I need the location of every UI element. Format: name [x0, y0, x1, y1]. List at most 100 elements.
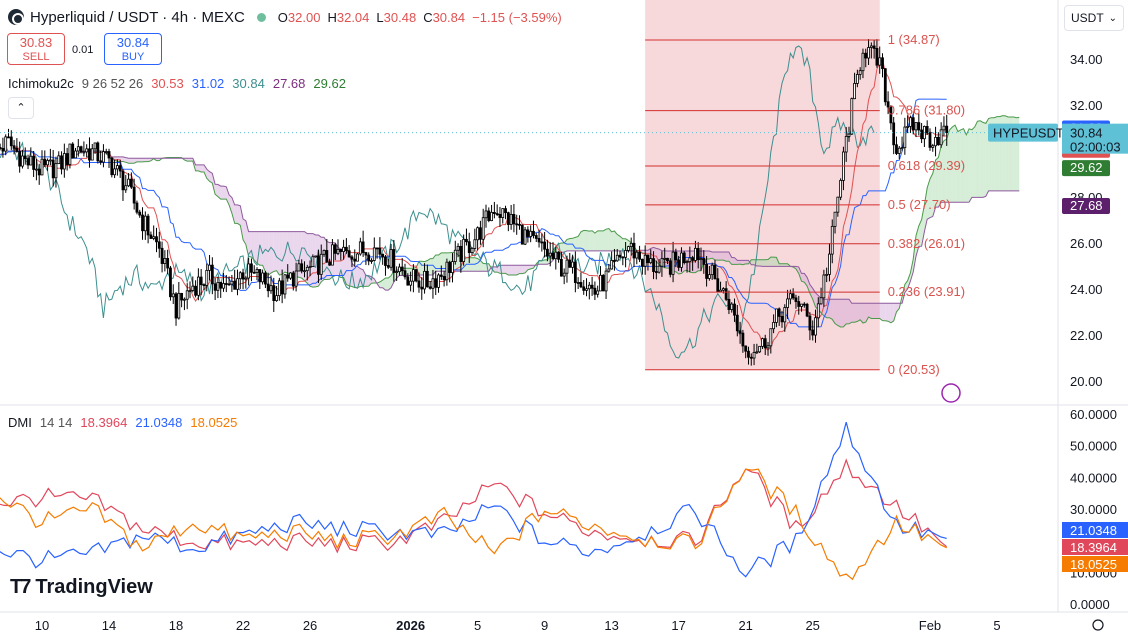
candle-body: [802, 303, 806, 306]
candle-body: [423, 270, 426, 290]
ichimoku-cloud-segment: [279, 231, 283, 275]
candle-body: [705, 263, 708, 279]
candle-body: [210, 264, 214, 285]
ichimoku-cloud-segment: [603, 229, 607, 251]
currency-selector[interactable]: USDT ⌄: [1064, 5, 1124, 31]
ichimoku-cloud-segment: [427, 258, 431, 276]
ichimoku-cloud-segment: [731, 257, 735, 265]
dmi-axis-badge-text: 21.0348: [1070, 523, 1117, 538]
ichimoku-cloud-segment: [871, 303, 875, 319]
fib-level-label: 0.5 (27.70): [888, 197, 951, 212]
candle-body: [936, 136, 940, 146]
candle-body: [294, 270, 298, 287]
candle-body: [660, 258, 664, 267]
exchange-logo-icon: [8, 9, 24, 25]
candle-body: [699, 258, 703, 261]
ichimoku-span-b-line: [63, 150, 1020, 304]
candle-body: [875, 48, 879, 66]
candle-body: [7, 136, 10, 139]
ichimoku-cloud-segment: [860, 303, 863, 324]
ichimoku-cloud-segment: [762, 259, 766, 267]
candle-body: [615, 254, 619, 262]
candle-body: [157, 241, 161, 249]
ichimoku-cloud-segment: [125, 157, 129, 164]
ichimoku-cloud-segment: [142, 158, 146, 162]
candle-body: [816, 303, 820, 319]
candle-body: [763, 338, 767, 349]
ichimoku-cloud-segment: [516, 265, 520, 275]
ohlc-key: C: [423, 9, 433, 25]
candle-body: [275, 295, 278, 302]
candle-body: [191, 285, 195, 291]
collapse-indicators-button[interactable]: ⌃: [8, 97, 34, 119]
sell-button[interactable]: 30.83 SELL: [7, 33, 65, 65]
ichimoku-cloud-segment: [117, 156, 121, 162]
ichimoku-cloud-segment: [714, 252, 718, 261]
ichimoku-cloud-segment: [932, 159, 936, 217]
ichimoku-cloud-segment: [217, 184, 221, 200]
candle-body: [18, 151, 22, 167]
ichimoku-cloud-segment: [229, 194, 232, 214]
candle-body: [540, 241, 544, 244]
candle-body: [71, 143, 75, 159]
candle-body: [828, 253, 831, 275]
ichimoku-cloud-segment: [893, 303, 897, 321]
dmi-legend[interactable]: DMI 14 14 18.3964 21.0348 18.0525: [8, 415, 237, 430]
candle-body: [411, 269, 415, 282]
candle-body: [775, 308, 778, 323]
candle-body: [213, 283, 217, 291]
candle-body: [138, 211, 142, 216]
fib-level-label: 0.618 (29.39): [888, 158, 965, 173]
ichimoku-cloud-segment: [980, 120, 984, 198]
ichimoku-cloud-segment: [206, 169, 210, 182]
candle-body: [258, 269, 262, 283]
symbol-title[interactable]: Hyperliquid / USDT · 4h · MEXC: [30, 8, 245, 26]
candle-body: [925, 126, 929, 134]
ichimoku-cloud-segment: [868, 303, 872, 319]
ichimoku-value: 27.68: [272, 76, 306, 91]
candle-body: [696, 247, 700, 261]
candle-body: [314, 255, 318, 258]
ichimoku-cloud-segment: [187, 158, 190, 162]
last-price-badge: [1062, 123, 1128, 154]
candle-body: [532, 230, 535, 236]
candle-body: [247, 263, 251, 279]
candle-body: [897, 147, 901, 154]
candle-body: [107, 151, 111, 159]
candle-body: [141, 214, 144, 232]
ichimoku-legend[interactable]: Ichimoku2c 9 26 52 26 30.53 31.02 30.84 27.…: [8, 76, 346, 91]
candle-body: [741, 332, 745, 347]
candle-body: [640, 258, 644, 267]
candle-body: [372, 247, 376, 261]
candle-body: [914, 122, 918, 131]
candle-body: [188, 290, 192, 292]
candle-body: [208, 264, 211, 271]
candle-body: [811, 329, 815, 336]
candle-body: [205, 269, 209, 286]
ichimoku-cloud-segment: [857, 303, 861, 322]
candle-body: [79, 146, 83, 153]
candle-body: [618, 254, 622, 258]
candle-body: [448, 261, 452, 274]
ichimoku-cloud-segment: [502, 265, 506, 274]
candle-body: [356, 253, 359, 262]
candle-body: [557, 251, 560, 260]
ichimoku-cloud-segment: [215, 184, 218, 197]
buy-button[interactable]: 30.84 BUY: [104, 33, 162, 65]
candle-body: [467, 241, 471, 253]
ohlc-item: H32.04: [327, 10, 369, 25]
price-axis-tick: 20.00: [1070, 374, 1103, 389]
ichimoku-cloud-segment: [896, 303, 900, 312]
ohlc-key: H: [327, 9, 337, 25]
ichimoku-cloud-segment: [600, 230, 604, 251]
ichimoku-cloud-segment: [494, 266, 498, 273]
ichimoku-cloud-segment: [586, 230, 590, 251]
ichimoku-cloud-segment: [879, 303, 883, 321]
candle-body: [219, 281, 223, 289]
candle-body: [576, 282, 580, 284]
ichimoku-cloud-segment: [432, 254, 436, 275]
candle-body: [571, 261, 574, 268]
candle-body: [185, 290, 189, 300]
dmi-series-line: [0, 468, 947, 581]
